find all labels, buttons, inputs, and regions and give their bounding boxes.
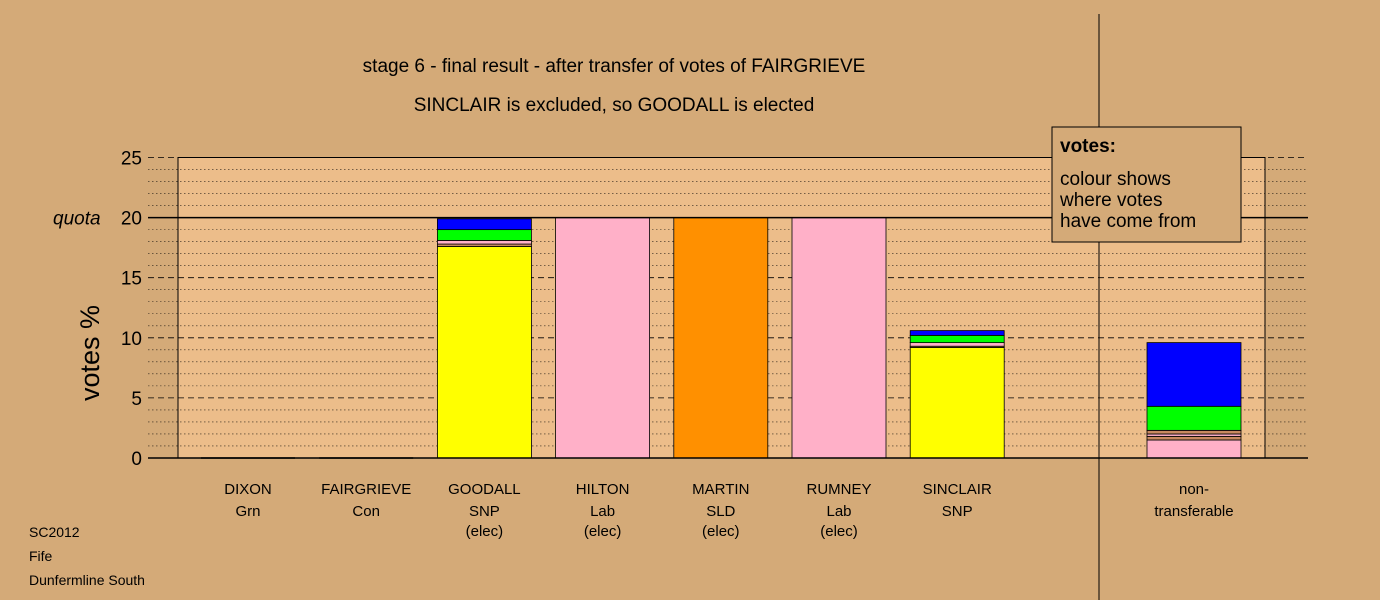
legend-line-1: colour shows [1060,169,1171,190]
y-tick-label: 10 [121,329,142,350]
legend-line-2: where votes [1059,190,1162,211]
footer-election: SC2012 [29,524,80,540]
bar-segment-grn [909,334,1005,344]
bar-segment-lab [436,240,532,245]
bar-segment-other [1146,435,1242,441]
y-tick-label: 20 [121,209,142,230]
footer-council: Fife [29,548,53,564]
bar-segment-other [1146,429,1242,435]
y-tick-label: 0 [131,449,142,470]
category-label-party: Grn [235,503,260,520]
bar-segment-lab [791,217,887,459]
bar-segment-lab [1146,439,1242,459]
bar-segment-grn [436,229,532,241]
category-label-nontransferable-2: transferable [1154,503,1233,520]
category-label-nontransferable-1: non- [1179,481,1209,498]
category-label-party: Lab [590,503,615,520]
legend: votes: colour shows where votes have com… [1051,126,1242,243]
bar-segment-con [909,330,1005,336]
bar-nontransferable [1146,342,1242,459]
legend-line-3: have come from [1060,211,1196,232]
category-label-name: FAIRGRIEVE [321,481,411,498]
category-label-name: DIXON [224,481,272,498]
legend-title: votes: [1060,136,1116,157]
category-label-note: (elec) [466,523,504,540]
category-label-name: GOODALL [448,481,521,498]
category-label-party: SLD [706,503,735,520]
category-label-party: SNP [469,503,500,520]
category-label-party: SNP [942,503,973,520]
footer-ward: Dunfermline South [29,572,145,588]
bar-segment-sld [673,217,769,459]
y-tick-label: 5 [131,389,142,410]
bar-hilton [555,217,650,459]
category-label-note: (elec) [584,523,622,540]
bar-sinclair [909,330,1005,459]
y-tick-label: 25 [121,149,142,170]
bar-segment-lab [555,217,650,459]
quota-label: quota [53,209,101,230]
chart-title: stage 6 - final result - after transfer … [363,56,866,77]
y-axis-label: votes % [75,305,105,401]
category-labels: DIXON Grn FAIRGRIEVE Con GOODALL SNP (elec) HIL… [224,481,1233,540]
bar-segment-snp [436,246,532,459]
category-label-party: Lab [826,503,851,520]
bar-segment-con [436,218,532,231]
bar-goodall [436,218,532,459]
legend-box [1051,126,1242,243]
category-label-note: (elec) [702,523,740,540]
y-ticks: 0 5 10 15 20 25 quota [53,149,142,471]
bars [201,217,1242,459]
bar-martin [673,217,769,459]
bar-segment-con [1146,342,1242,407]
category-label-name: SINCLAIR [923,481,992,498]
category-label-name: HILTON [576,481,630,498]
chart-subtitle: SINCLAIR is excluded, so GOODALL is elec… [414,95,815,116]
y-tick-label: 15 [121,269,142,290]
category-label-name: RUMNEY [806,481,871,498]
category-label-name: MARTIN [692,481,749,498]
bar-segment-grn [1146,405,1242,431]
bar-segment-snp [909,347,1005,459]
bar-rumney [791,217,887,459]
bar-segment-lab [909,342,1005,347]
category-label-note: (elec) [820,523,858,540]
category-label-party: Con [352,503,380,520]
